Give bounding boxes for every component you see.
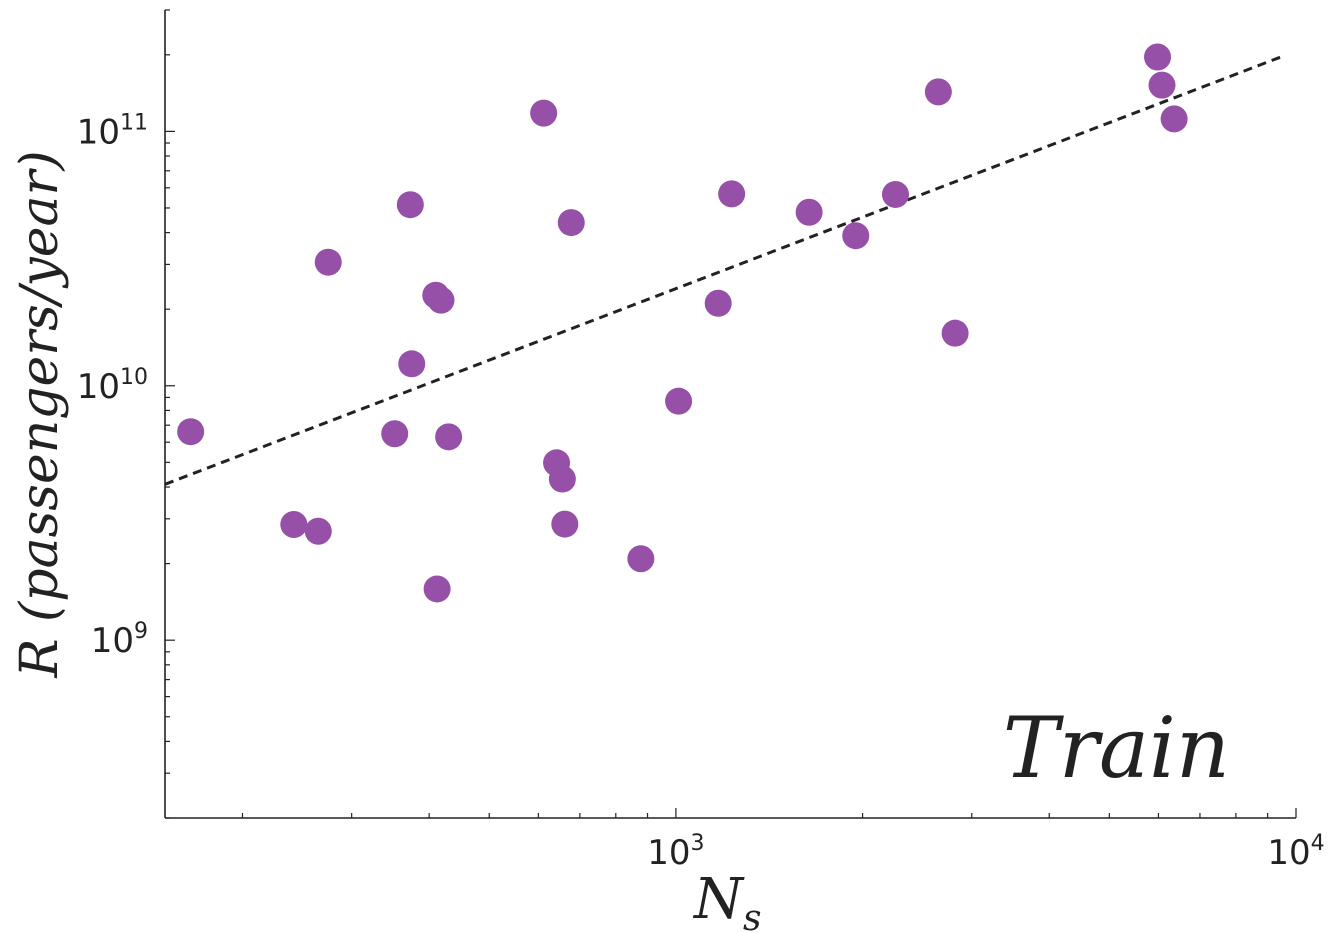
data-point: [795, 198, 823, 226]
data-point: [1148, 71, 1176, 99]
y-tick-label: 1010: [77, 365, 148, 407]
x-axis-title-main: N: [692, 867, 745, 932]
axes: [164, 10, 1296, 819]
x-tick-label: 103: [647, 831, 704, 873]
data-point: [427, 286, 455, 314]
y-tick-exponent: 9: [134, 619, 148, 644]
fit-line-group: [164, 55, 1283, 486]
x-tick-exponent: 4: [1311, 831, 1325, 856]
data-point: [665, 387, 693, 415]
data-point: [557, 209, 585, 237]
y-tick-base: 10: [77, 112, 120, 152]
data-point: [1160, 105, 1188, 133]
data-point: [423, 575, 451, 603]
data-point: [398, 350, 426, 378]
data-point: [396, 191, 424, 219]
data-point: [548, 465, 576, 493]
data-point: [627, 545, 655, 573]
x-axis-title-sub: s: [743, 898, 761, 933]
x-axis-title: Ns: [692, 867, 761, 933]
y-tick-exponent: 10: [120, 365, 148, 390]
x-tick-label: 104: [1267, 831, 1324, 873]
data-point: [177, 418, 205, 446]
data-points: [177, 43, 1188, 603]
x-tick-exponent: 3: [691, 831, 705, 856]
data-point: [280, 510, 308, 538]
y-tick-base: 10: [77, 367, 120, 407]
data-point: [941, 319, 969, 347]
data-point: [551, 510, 579, 538]
chart-annotation: Train: [1003, 699, 1230, 797]
data-point: [704, 289, 732, 317]
data-point: [842, 222, 870, 250]
fit-line: [164, 55, 1283, 486]
data-point: [718, 180, 746, 208]
x-tick-base: 10: [647, 833, 690, 873]
data-point: [924, 78, 952, 106]
y-tick-label: 1011: [77, 110, 148, 152]
y-axis-title: R (passengers/year): [10, 150, 70, 678]
data-point: [314, 248, 342, 276]
y-tick-label: 109: [91, 619, 148, 661]
data-point: [1144, 43, 1172, 71]
y-tick-exponent: 11: [120, 110, 148, 135]
data-point: [530, 99, 558, 127]
data-point: [381, 420, 409, 448]
data-point: [304, 517, 332, 545]
y-tick-base: 10: [91, 621, 134, 661]
data-point: [881, 180, 909, 208]
data-point: [435, 423, 463, 451]
x-tick-base: 10: [1267, 833, 1310, 873]
